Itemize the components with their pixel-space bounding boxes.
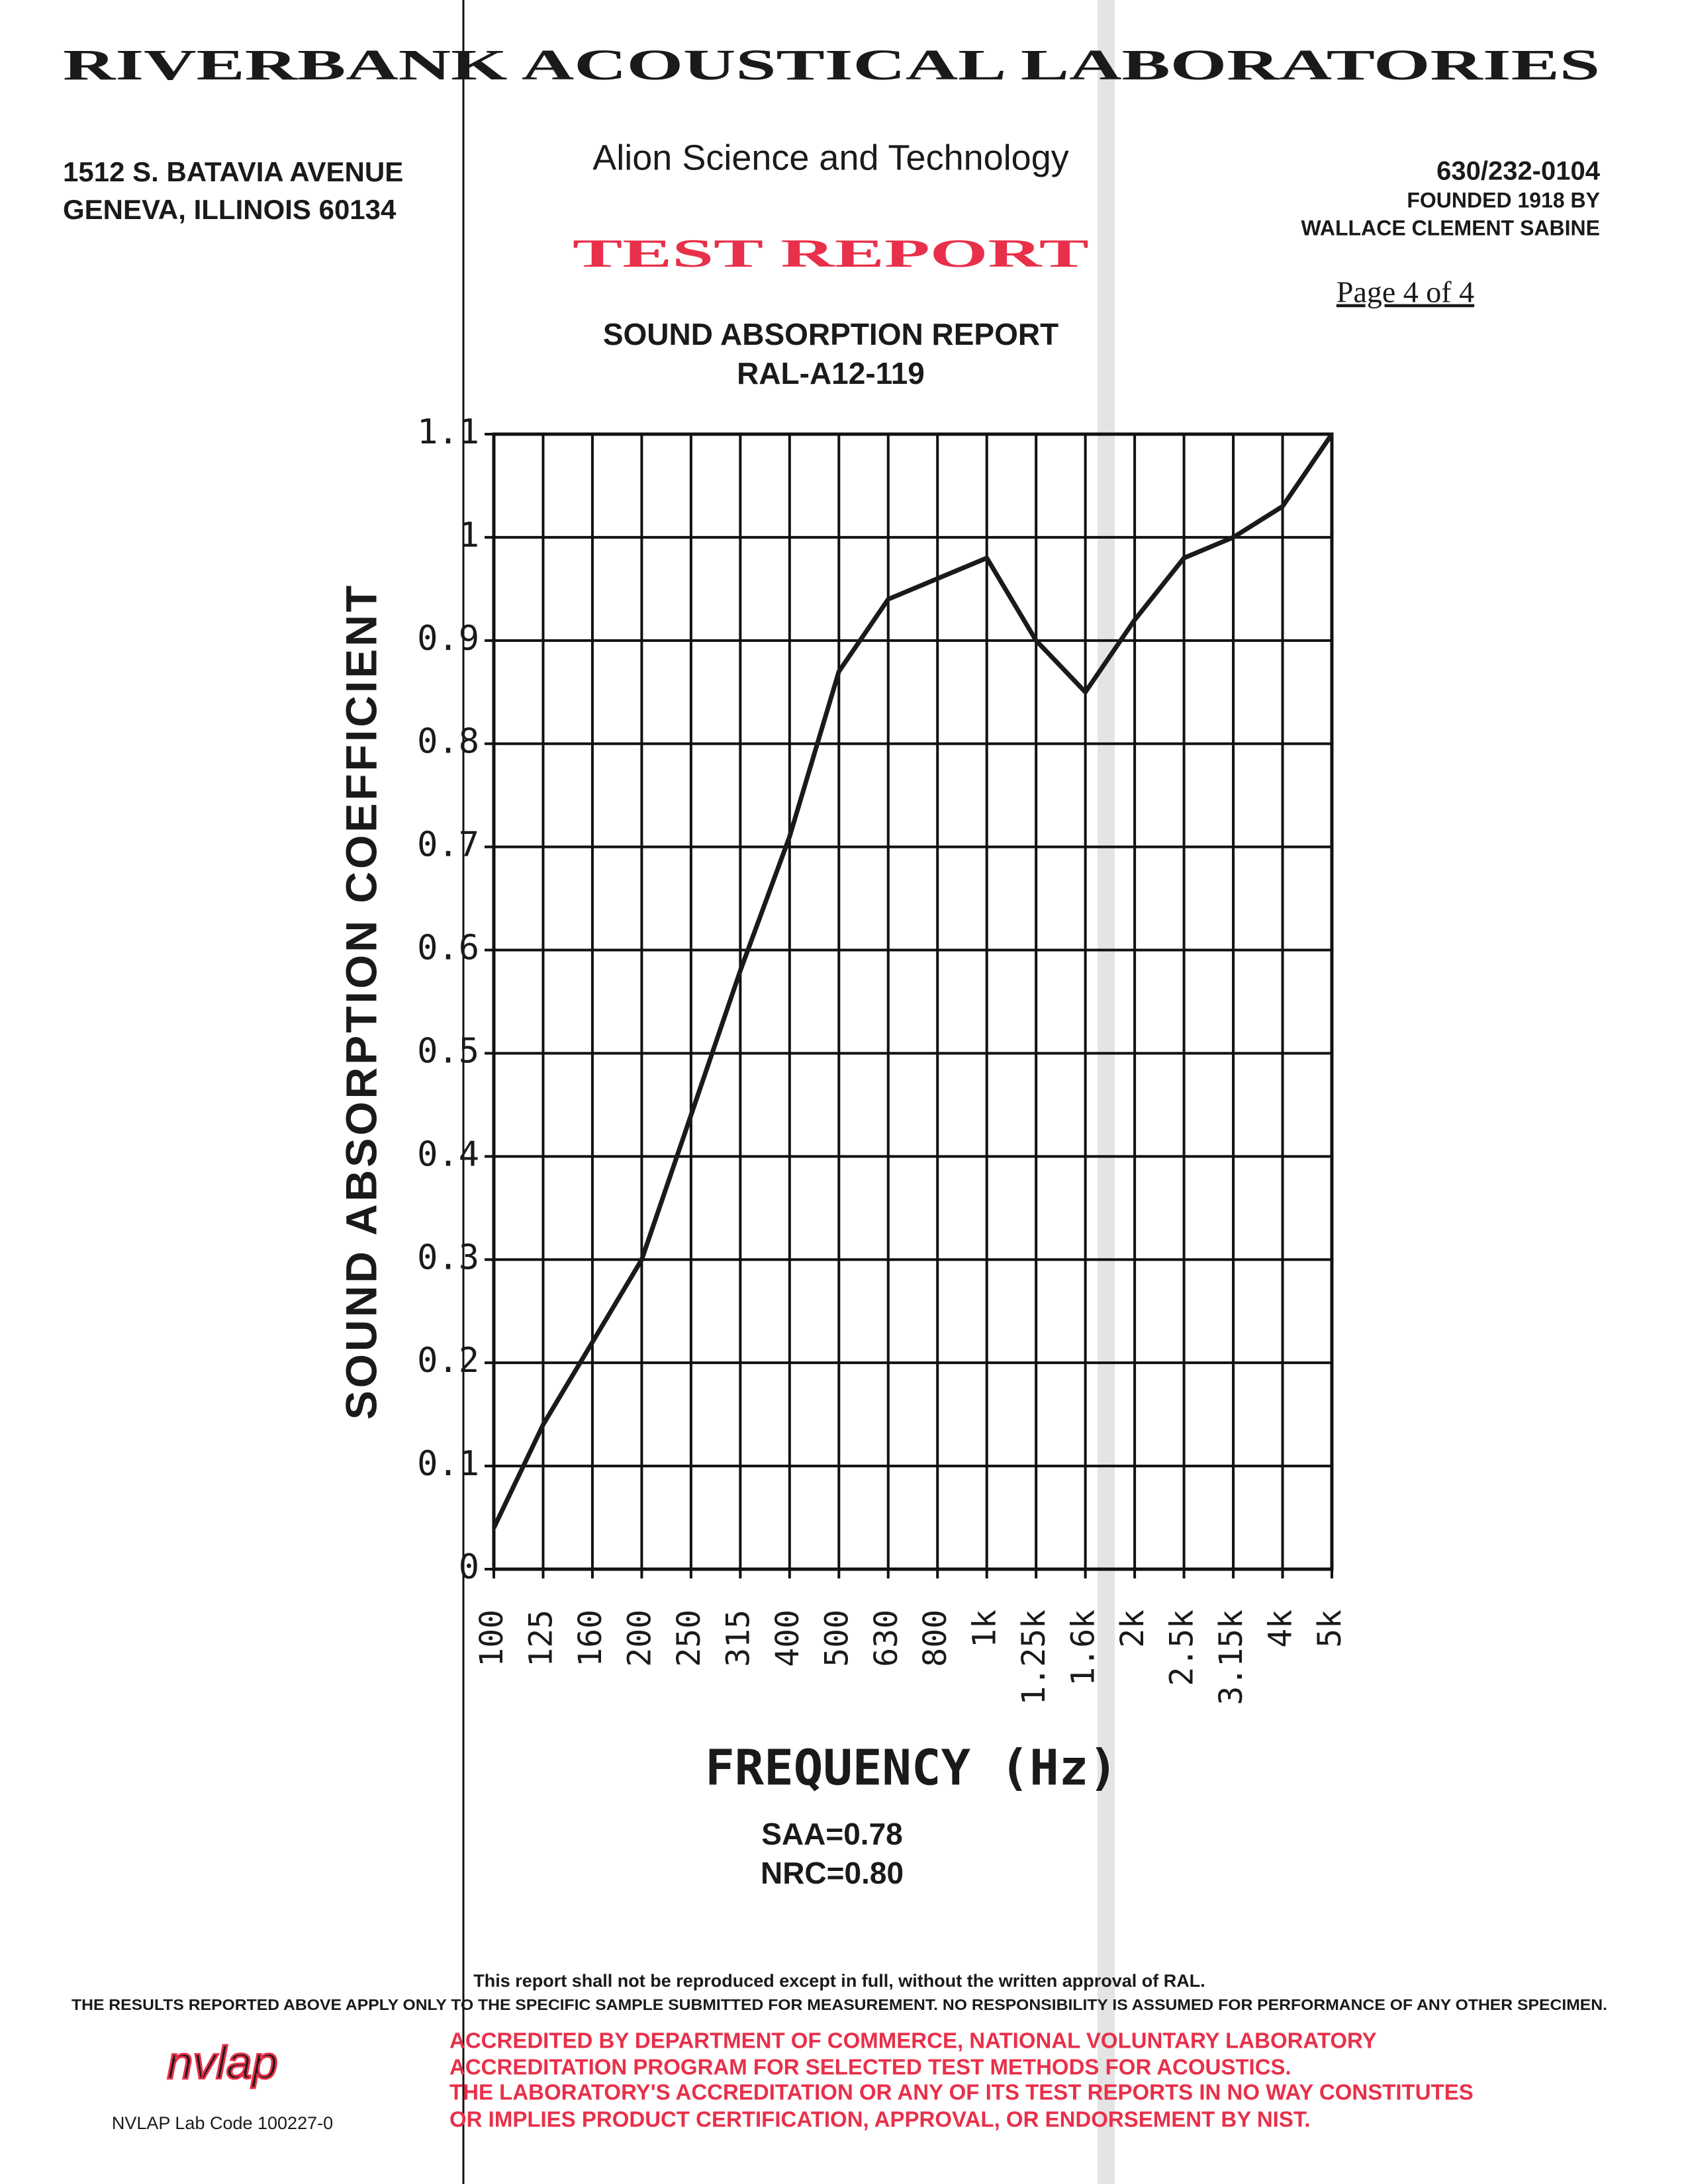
x-tick-label: 2k [1114, 1610, 1151, 1648]
lab-code: NVLAP Lab Code 100227-0 [112, 2113, 333, 2133]
notice: This report shall not be reproduced exce… [473, 1971, 1205, 1991]
y-tick-label: 0.6 [417, 929, 479, 968]
y-tick-label: 0.2 [417, 1341, 479, 1381]
nrc: NRC=0.80 [761, 1856, 904, 1890]
x-tick-label: 315 [720, 1610, 757, 1667]
x-tick-label: 400 [769, 1610, 806, 1667]
plot-frame [492, 432, 1334, 1571]
chart-subtitle: RAL-A12-119 [737, 356, 925, 390]
accreditation-line: ACCREDITED BY DEPARTMENT OF COMMERCE, NA… [449, 2028, 1377, 2053]
y-tick-label: 1.1 [417, 412, 479, 452]
lab-name: RIVERBANK ACOUSTICAL LABORATORIES [63, 41, 1600, 89]
x-tick-label: 3.15k [1213, 1610, 1250, 1706]
y-tick-label: 0.1 [417, 1444, 479, 1484]
report-label: TEST REPORT [573, 232, 1089, 275]
y-tick-label: 0 [459, 1547, 479, 1587]
address-line: 1512 S. BATAVIA AVENUE [63, 156, 403, 187]
company: Alion Science and Technology [592, 138, 1069, 177]
x-tick-label: 1k [966, 1610, 1004, 1648]
x-tick-label: 5k [1311, 1610, 1348, 1648]
founded: WALLACE CLEMENT SABINE [1301, 216, 1600, 240]
x-tick-label: 1.25k [1015, 1610, 1053, 1706]
chart-title: SOUND ABSORPTION REPORT [603, 317, 1058, 351]
y-tick-label: 0.4 [417, 1134, 479, 1174]
x-tick-label: 100 [473, 1610, 510, 1667]
page-number: Page 4 of 4 [1336, 275, 1474, 309]
x-tick-label: 125 [522, 1610, 559, 1667]
x-tick-label: 250 [671, 1610, 708, 1667]
y-tick-label: 0.5 [417, 1031, 479, 1071]
accreditation-line: THE LABORATORY'S ACCREDITATION OR ANY OF… [449, 2080, 1474, 2105]
x-tick-label: 4k [1262, 1610, 1299, 1648]
nvlap-logo: nvlap [167, 2036, 277, 2088]
scan-fold [1098, 0, 1115, 2184]
plot: 100 125 160 200 250 315 400 500 630 800 1k 1.25k 1.6… [417, 412, 1348, 1706]
accreditation-line: OR IMPLIES PRODUCT CERTIFICATION, APPROV… [449, 2107, 1311, 2132]
x-axis-title: FREQUENCY (Hz) [705, 1740, 1118, 1797]
y-tick-label: 0.3 [417, 1238, 479, 1277]
x-tick-label: 800 [917, 1610, 954, 1667]
x-tick-label: 160 [572, 1610, 609, 1667]
x-tick-label: 500 [818, 1610, 855, 1667]
disclaimer: THE RESULTS REPORTED ABOVE APPLY ONLY TO… [71, 1996, 1607, 2013]
y-tick-label: 1 [459, 516, 479, 555]
y-tick-label: 0.9 [417, 619, 479, 659]
x-tick-label: 2.5k [1164, 1610, 1201, 1686]
address-line: GENEVA, ILLINOIS 60134 [63, 194, 397, 225]
y-axis-title: SOUND ABSORPTION COEFFICIENT [336, 583, 385, 1420]
accreditation-line: ACCREDITATION PROGRAM FOR SELECTED TEST … [449, 2055, 1291, 2079]
x-tick-label: 1.6k [1065, 1610, 1102, 1686]
phone: 630/232-0104 [1436, 157, 1601, 186]
saa: SAA=0.78 [761, 1817, 903, 1851]
x-tick-label: 200 [621, 1610, 658, 1667]
x-tick-label: 630 [868, 1610, 905, 1667]
y-tick-label: 0.7 [417, 825, 479, 865]
data-line [491, 433, 1334, 1529]
founded: FOUNDED 1918 BY [1407, 188, 1600, 212]
y-tick-label: 0.8 [417, 722, 479, 762]
